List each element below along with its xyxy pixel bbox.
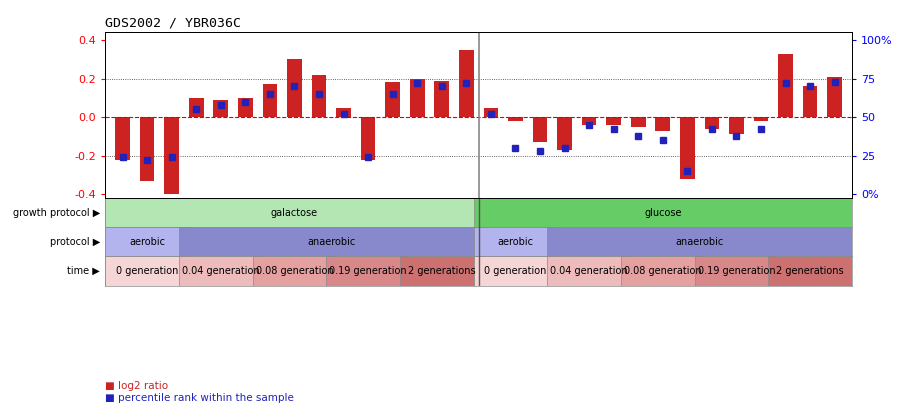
Text: 0.19 generation: 0.19 generation <box>698 266 775 276</box>
Bar <box>311 75 326 117</box>
Bar <box>140 117 155 181</box>
Bar <box>729 117 744 134</box>
Bar <box>621 256 704 286</box>
Text: 2 generations: 2 generations <box>408 266 475 276</box>
Bar <box>557 117 572 150</box>
Bar <box>484 107 498 117</box>
Bar <box>179 256 263 286</box>
Text: time ▶: time ▶ <box>67 266 100 276</box>
Text: aerobic: aerobic <box>497 237 533 247</box>
Bar <box>474 256 557 286</box>
Bar <box>474 227 557 256</box>
Bar <box>409 79 425 117</box>
Text: 0.04 generation: 0.04 generation <box>182 266 259 276</box>
Bar <box>213 100 228 117</box>
Text: 2 generations: 2 generations <box>777 266 844 276</box>
Bar <box>779 53 793 117</box>
Bar <box>336 107 351 117</box>
Text: ■ log2 ratio: ■ log2 ratio <box>105 381 169 391</box>
Text: anaerobic: anaerobic <box>307 237 355 247</box>
Bar <box>115 117 130 160</box>
Bar <box>238 98 253 117</box>
Bar <box>582 117 596 125</box>
Bar <box>532 117 548 142</box>
Bar <box>508 117 523 121</box>
Bar <box>704 117 719 129</box>
Bar <box>263 84 278 117</box>
Text: 0 generation: 0 generation <box>116 266 179 276</box>
Text: aerobic: aerobic <box>129 237 165 247</box>
Bar <box>105 198 484 227</box>
Bar <box>631 117 646 127</box>
Bar <box>189 98 203 117</box>
Text: glucose: glucose <box>644 208 682 217</box>
Bar <box>827 77 842 117</box>
Text: galactose: galactose <box>271 208 318 217</box>
Bar <box>694 256 779 286</box>
Bar <box>754 117 769 121</box>
Bar <box>656 117 671 131</box>
Bar <box>680 117 694 179</box>
Bar <box>386 83 400 117</box>
Bar <box>434 81 449 117</box>
Text: 0.08 generation: 0.08 generation <box>624 266 702 276</box>
Bar <box>287 60 301 117</box>
Bar <box>548 256 631 286</box>
Text: ■ percentile rank within the sample: ■ percentile rank within the sample <box>105 393 294 403</box>
Bar <box>253 256 336 286</box>
Text: growth protocol ▶: growth protocol ▶ <box>13 208 100 217</box>
Bar <box>769 256 852 286</box>
Bar <box>802 86 817 117</box>
Text: 0 generation: 0 generation <box>485 266 547 276</box>
Text: GDS2002 / YBR036C: GDS2002 / YBR036C <box>105 17 241 30</box>
Text: anaerobic: anaerobic <box>675 237 724 247</box>
Bar <box>400 256 484 286</box>
Bar <box>105 256 189 286</box>
Text: protocol ▶: protocol ▶ <box>49 237 100 247</box>
Text: 0.08 generation: 0.08 generation <box>256 266 333 276</box>
Text: 0.04 generation: 0.04 generation <box>551 266 628 276</box>
Bar <box>179 227 484 256</box>
Bar <box>105 227 189 256</box>
Text: 0.19 generation: 0.19 generation <box>329 266 407 276</box>
Bar <box>474 198 852 227</box>
Bar <box>606 117 621 125</box>
Bar <box>548 227 852 256</box>
Bar <box>459 50 474 117</box>
Bar <box>164 117 179 194</box>
Bar <box>361 117 376 160</box>
Bar <box>326 256 409 286</box>
